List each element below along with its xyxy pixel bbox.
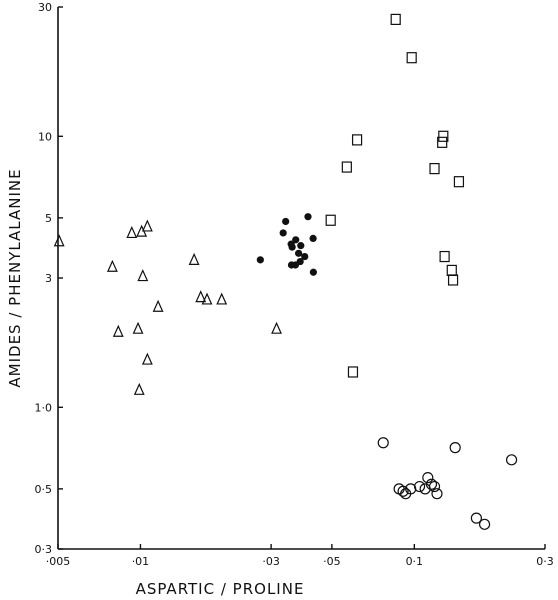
filled-circle-point <box>295 249 303 257</box>
data-points <box>53 13 518 530</box>
open-circle-point <box>377 437 389 449</box>
square-point <box>437 136 448 148</box>
filled-circle-point <box>297 242 305 250</box>
triangle-point <box>271 321 282 334</box>
filled-circle-point <box>301 252 309 261</box>
filled-circle-point <box>279 229 287 237</box>
triangle-point <box>195 290 207 303</box>
square-point <box>447 274 459 286</box>
square-point <box>325 214 336 226</box>
y-tick-label: 5 <box>45 212 52 225</box>
y-tick-label: 30 <box>38 1 52 14</box>
open-circle-point <box>449 442 461 454</box>
square-point <box>390 13 401 26</box>
square-point <box>406 52 417 64</box>
y-axis-ticks: 0·3 0·5 1·0 3 5 10 30 <box>35 1 63 556</box>
x-tick-label: 0·3 <box>536 555 554 568</box>
open-circle-point <box>397 485 409 497</box>
filled-circle-point <box>292 236 300 244</box>
x-tick-label: ·01 <box>132 555 150 568</box>
square-point <box>446 264 457 277</box>
triangle-point <box>132 321 144 334</box>
filled-circle-point <box>256 256 264 264</box>
triangle-point <box>133 382 145 395</box>
x-tick-label: ·005 <box>46 555 71 568</box>
x-axis-label: ASPARTIC / PROLINE <box>136 580 305 598</box>
square-point <box>341 161 352 173</box>
triangle-point <box>188 252 200 265</box>
square-point <box>438 130 449 142</box>
filled-circle-point <box>291 261 300 269</box>
triangle-point <box>216 292 228 305</box>
filled-circle-point <box>288 243 296 251</box>
x-tick-label: ·03 <box>262 555 280 568</box>
open-circle-point <box>478 518 491 530</box>
open-circle-point <box>505 454 518 466</box>
x-tick-label: ·05 <box>323 555 341 568</box>
triangle-point <box>152 299 164 312</box>
y-tick-label: 1·0 <box>35 401 53 414</box>
x-tick-label: 0·1 <box>406 555 424 568</box>
triangle-point <box>201 292 213 305</box>
open-circle-point <box>470 512 482 524</box>
open-circle-point <box>422 472 434 484</box>
square-point <box>351 134 363 146</box>
open-circle-point <box>428 480 441 493</box>
triangle-point <box>106 259 118 272</box>
filled-circle-point <box>282 217 290 226</box>
y-tick-label: 0·3 <box>35 543 53 556</box>
triangle-point <box>141 352 153 365</box>
axes <box>57 7 545 550</box>
square-point <box>347 366 359 378</box>
open-circle-point <box>425 478 438 490</box>
filled-circle-point <box>309 234 317 242</box>
open-circle-point <box>431 488 443 500</box>
triangle-point <box>137 269 149 282</box>
square-point <box>429 162 440 175</box>
open-circle-point <box>413 480 426 493</box>
y-tick-label: 3 <box>45 272 52 285</box>
y-tick-label: 0·5 <box>35 483 53 496</box>
filled-circle-point <box>309 268 317 276</box>
triangle-point <box>112 324 124 337</box>
x-axis-ticks: ·005 ·01 ·03 ·05 0·1 0·3 <box>46 544 554 568</box>
filled-circle-point <box>304 213 312 221</box>
square-point <box>453 176 465 188</box>
y-axis-label: AMIDES / PHENYLALANINE <box>6 168 24 387</box>
triangle-point <box>126 225 138 239</box>
triangle-point <box>141 219 153 232</box>
triangle-point <box>53 234 65 247</box>
y-tick-label: 10 <box>38 130 52 143</box>
square-point <box>439 250 450 263</box>
